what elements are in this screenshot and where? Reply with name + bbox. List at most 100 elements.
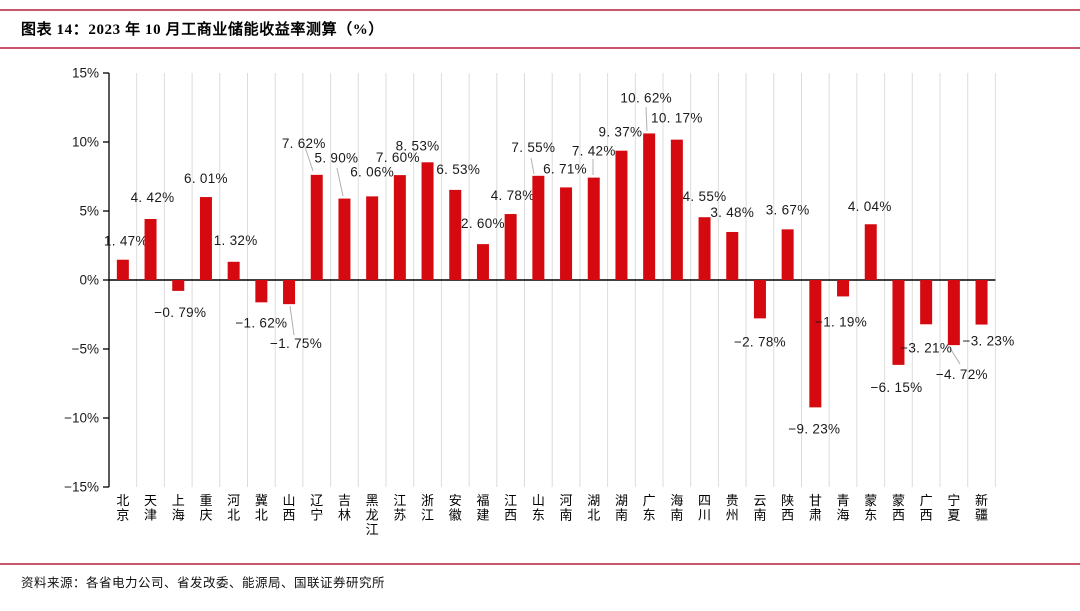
value-label: 2. 60%: [461, 216, 505, 231]
bar: [116, 259, 129, 280]
bar: [920, 280, 933, 325]
value-label: 7. 55%: [511, 140, 555, 155]
bar: [310, 174, 323, 280]
bar: [393, 175, 406, 280]
bar: [255, 280, 268, 303]
x-tick-label: 云南: [753, 493, 766, 523]
x-tick-label: 海南: [670, 493, 683, 523]
bar: [227, 261, 240, 280]
x-tick-label: 蒙东: [864, 493, 877, 523]
value-label: 6. 01%: [184, 171, 228, 186]
bar: [199, 197, 212, 280]
bar: [892, 280, 905, 365]
value-label: 6. 06%: [350, 164, 394, 179]
bar: [698, 217, 711, 280]
value-label: −3. 21%: [900, 340, 952, 355]
bar: [476, 244, 489, 280]
value-label: 1. 32%: [214, 233, 258, 248]
x-tick-label: 江苏: [393, 493, 406, 523]
y-tick-label: −15%: [64, 480, 99, 495]
value-label: 7. 42%: [572, 144, 616, 159]
bar: [809, 280, 822, 408]
bar: [338, 198, 351, 280]
x-tick-label: 北京: [116, 493, 129, 523]
value-label: 4. 42%: [131, 190, 175, 205]
x-tick-label: 江西: [504, 493, 517, 523]
leader-line: [304, 146, 314, 172]
bottom-rule-line: [0, 563, 1080, 565]
x-tick-label: 新疆: [975, 493, 988, 523]
bar: [726, 231, 739, 280]
bar: [560, 187, 573, 280]
x-tick-label: 河南: [560, 493, 573, 523]
source-note: 资料来源：各省电力公司、省发改委、能源局、国联证券研究所: [21, 576, 386, 590]
bar: [643, 133, 656, 280]
bar: [421, 162, 434, 280]
x-tick-label: 黑龙江: [366, 493, 379, 537]
value-label: 4. 78%: [491, 188, 535, 203]
value-label: 5. 90%: [315, 151, 359, 166]
bar: [781, 229, 794, 280]
value-label: 9. 37%: [599, 125, 643, 140]
y-tick-label: 5%: [79, 204, 99, 219]
value-label: −9. 23%: [788, 421, 840, 436]
y-tick-label: −10%: [64, 411, 99, 426]
value-label: −1. 19%: [815, 314, 867, 329]
title-underline-rule: [0, 47, 1080, 49]
value-label: 4. 04%: [848, 199, 892, 214]
leader-line: [336, 167, 344, 197]
y-tick-label: 15%: [72, 66, 99, 81]
x-tick-label: 安徽: [449, 493, 462, 523]
value-label: −1. 62%: [235, 315, 287, 330]
top-rule-line: [0, 9, 1080, 11]
value-label: 1. 47%: [104, 234, 148, 249]
x-tick-label: 浙江: [421, 493, 434, 523]
value-label: 8. 53%: [396, 138, 440, 153]
leader-line: [949, 347, 961, 365]
x-tick-label: 河北: [227, 493, 240, 523]
bar: [172, 280, 185, 291]
x-tick-label: 青海: [837, 493, 850, 523]
x-tick-label: 天津: [144, 493, 157, 523]
x-tick-label: 甘肃: [809, 493, 822, 523]
bar: [975, 280, 988, 325]
x-tick-label: 上海: [172, 493, 185, 523]
bar: [753, 280, 766, 319]
value-label: 6. 71%: [543, 161, 587, 176]
value-label: 10. 62%: [620, 90, 672, 105]
value-label: 7. 62%: [282, 136, 326, 151]
value-label: −0. 79%: [154, 305, 206, 320]
y-tick-label: 10%: [72, 135, 99, 150]
x-tick-label: 宁夏: [947, 493, 960, 523]
bar: [144, 219, 157, 280]
bar: [670, 139, 683, 280]
bar: [366, 196, 379, 280]
x-tick-label: 蒙西: [892, 493, 905, 523]
x-tick-label: 湖南: [615, 493, 628, 523]
x-tick-label: 贵州: [726, 493, 739, 523]
bar: [532, 175, 545, 280]
value-label: 7. 60%: [376, 150, 420, 165]
value-label: 3. 48%: [710, 205, 754, 220]
x-tick-label: 山西: [283, 493, 296, 523]
figure-title: 图表 14：2023 年 10 月工商业储能收益率测算（%）: [21, 22, 385, 38]
value-label: 10. 17%: [651, 111, 703, 126]
y-tick-label: 0%: [79, 273, 99, 288]
x-tick-label: 四川: [698, 493, 711, 523]
bar: [283, 280, 296, 305]
x-tick-label: 山东: [532, 493, 545, 523]
bar: [864, 224, 877, 280]
x-tick-label: 湖北: [587, 493, 600, 523]
x-tick-label: 广西: [920, 493, 933, 523]
x-tick-label: 吉林: [338, 493, 351, 523]
x-tick-label: 广东: [643, 493, 656, 523]
bar: [947, 280, 960, 346]
bar: [587, 177, 600, 280]
y-tick-label: −5%: [72, 342, 99, 357]
bar: [504, 214, 517, 280]
x-tick-label: 重庆: [199, 493, 212, 523]
value-label: −2. 78%: [734, 334, 786, 349]
value-label: 3. 67%: [766, 202, 810, 217]
